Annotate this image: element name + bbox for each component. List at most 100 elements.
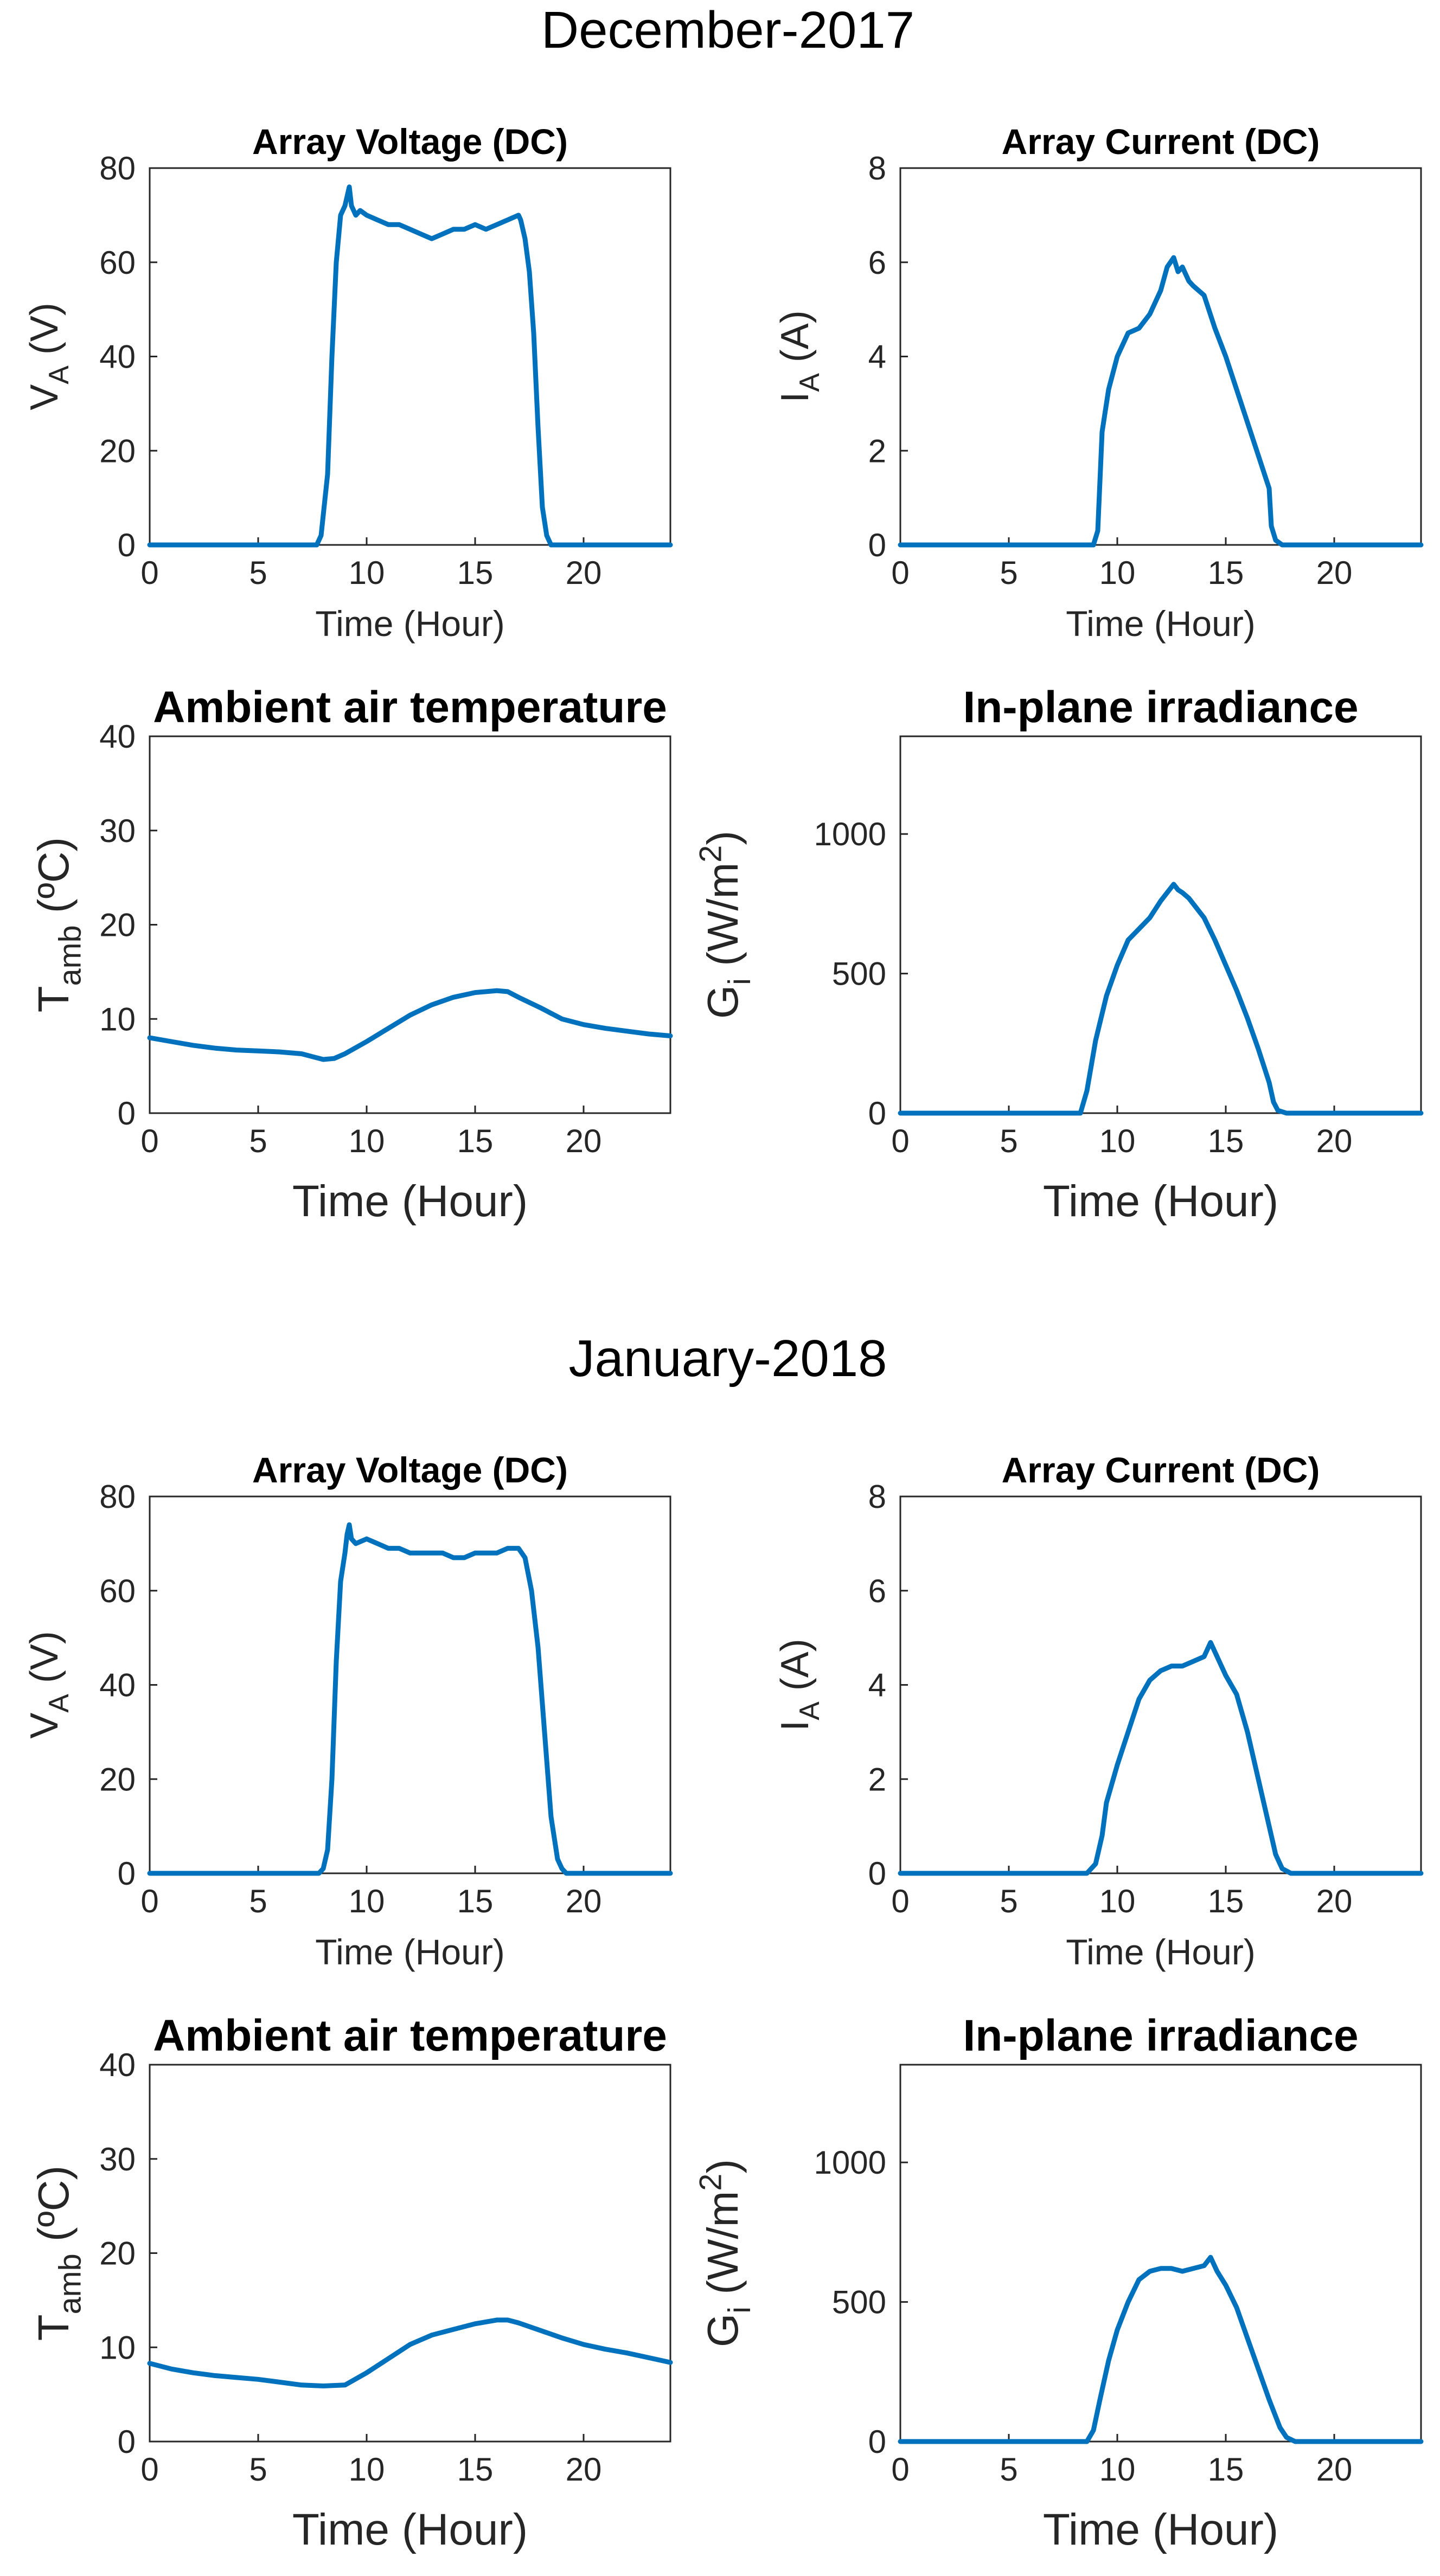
- x-tick-label: 0: [891, 1123, 909, 1159]
- x-tick-label: 15: [1208, 555, 1244, 591]
- x-tick-label: 20: [566, 555, 602, 591]
- series-line-voltage: [147, 1522, 673, 1876]
- x-tick-label: 10: [1099, 555, 1136, 591]
- y-label-superscript: 2: [694, 2174, 728, 2191]
- panel-title: Array Current (DC): [1002, 1450, 1320, 1490]
- y-tick-label: 10: [99, 2329, 136, 2366]
- x-axis-label: Time (Hour): [1066, 1932, 1256, 1972]
- x-tick-label: 10: [1099, 2451, 1136, 2488]
- y-tick-label: 60: [99, 245, 136, 281]
- x-tick-label: 10: [349, 1883, 385, 1919]
- y-label-unit: (W/m: [699, 2191, 747, 2307]
- x-axis-label: Time (Hour): [1043, 2505, 1278, 2554]
- x-tick-label: 0: [140, 555, 158, 591]
- x-tick-label: 15: [1208, 1123, 1244, 1159]
- x-tick-label: 5: [249, 1883, 267, 1919]
- y-tick-label: 20: [99, 2235, 136, 2272]
- y-label-symbol: T: [29, 2314, 78, 2341]
- panel-title: Array Voltage (DC): [252, 121, 568, 162]
- x-tick-label: 15: [457, 555, 494, 591]
- series-line-current: [898, 255, 1424, 548]
- y-label-subscript: amb: [53, 925, 87, 986]
- y-tick-label: 500: [832, 2284, 886, 2321]
- y-tick-label: 1000: [814, 816, 886, 852]
- x-tick-label: 10: [1099, 1883, 1136, 1919]
- y-tick-label: 0: [118, 1095, 136, 1132]
- plot-border: [149, 2064, 671, 2443]
- panel-dec-2017-voltage: 0 5 10 15 20 0 20 40 60 80 Array Voltage (DC) Time …: [23, 121, 673, 644]
- y-label-symbol: I: [773, 1720, 817, 1731]
- y-tick-label: 0: [118, 1855, 136, 1892]
- x-tick-label: 20: [566, 1883, 602, 1919]
- x-axis-label: Time (Hour): [292, 2505, 528, 2554]
- series-line-voltage: [147, 184, 673, 548]
- x-tick-label: 10: [1099, 1123, 1136, 1159]
- y-tick-label: 30: [99, 2141, 136, 2177]
- y-label-unit: (A): [773, 1639, 817, 1701]
- y-axis-label: VA (V): [23, 303, 74, 410]
- plot-border: [899, 2064, 1422, 2443]
- y-tick-label: 40: [99, 1667, 136, 1704]
- y-tick-label: 0: [868, 1855, 886, 1892]
- y-label-symbol: I: [773, 392, 817, 403]
- y-tick-label: 8: [868, 150, 886, 187]
- y-tick-label: 40: [99, 2047, 136, 2083]
- x-tick-label: 5: [249, 555, 267, 591]
- month-title-december-2017: December-2017: [541, 1, 914, 59]
- plot-border: [149, 167, 671, 546]
- x-tick-label: 5: [1000, 2451, 1017, 2488]
- y-tick-label: 0: [868, 1095, 886, 1132]
- x-tick-label: 0: [891, 555, 909, 591]
- x-tick-label: 10: [349, 2451, 385, 2488]
- y-label-symbol: G: [699, 985, 747, 1019]
- x-axis-label: Time (Hour): [315, 603, 505, 644]
- panel-title: In-plane irradiance: [963, 2011, 1358, 2060]
- x-tick-label: 10: [349, 1123, 385, 1159]
- y-label-unit: (V): [23, 303, 66, 365]
- series-line-temperature: [147, 2317, 673, 2388]
- series-line-irradiance: [898, 2254, 1424, 2444]
- plot-border: [899, 167, 1422, 546]
- y-label-tail: ): [699, 2159, 747, 2174]
- series-line-irradiance: [898, 882, 1424, 1116]
- x-tick-label: 0: [140, 1123, 158, 1159]
- y-axis-label: Tamb (ºC): [29, 837, 87, 1012]
- y-tick-label: 20: [99, 907, 136, 943]
- y-axis-label: Tamb (ºC): [29, 2166, 87, 2341]
- y-label-symbol: V: [23, 384, 66, 410]
- x-tick-label: 5: [1000, 1883, 1017, 1919]
- y-label-subscript: i: [722, 2307, 757, 2314]
- x-axis-label: Time (Hour): [292, 1177, 528, 1226]
- series-line-current: [898, 1640, 1424, 1876]
- y-label-symbol: T: [29, 986, 78, 1012]
- x-tick-label: 5: [249, 2451, 267, 2488]
- y-label-tail: ): [699, 831, 747, 845]
- y-tick-label: 0: [118, 527, 136, 563]
- x-tick-label: 20: [566, 1123, 602, 1159]
- plot-border: [149, 735, 671, 1114]
- y-tick-label: 2: [868, 433, 886, 469]
- panel-jan-2018-voltage: 0 5 10 15 20 0 20 40 60 80 Array Voltage (DC) Time …: [23, 1450, 673, 1972]
- x-tick-label: 15: [1208, 1883, 1244, 1919]
- y-tick-label: 1000: [814, 2144, 886, 2181]
- plot-border: [899, 735, 1422, 1114]
- y-tick-label: 6: [868, 245, 886, 281]
- panel-jan-2018-irradiance: 0 5 10 15 20 0 500 1000 In-plane irradiance Time …: [694, 2011, 1424, 2554]
- y-label-unit: (ºC): [29, 2166, 78, 2254]
- y-label-unit: (V): [23, 1631, 66, 1694]
- x-tick-label: 20: [1316, 1123, 1353, 1159]
- y-tick-label: 40: [99, 718, 136, 755]
- y-tick-label: 6: [868, 1573, 886, 1609]
- x-tick-label: 10: [349, 555, 385, 591]
- panel-jan-2018-current: 0 5 10 15 20 0 2 4 6 8 Array Current (DC) Time (Hou…: [773, 1450, 1424, 1972]
- y-tick-label: 4: [868, 339, 886, 375]
- y-label-unit: (A): [773, 310, 817, 373]
- panel-dec-2017-current: 0 5 10 15 20 0 2 4 6 8 Array Current (DC) Time (Hou…: [773, 121, 1424, 644]
- x-axis-label: Time (Hour): [315, 1932, 505, 1972]
- x-tick-label: 5: [1000, 1123, 1017, 1159]
- y-label-unit: (W/m: [699, 863, 747, 978]
- x-axis-label: Time (Hour): [1066, 603, 1256, 644]
- panel-title: In-plane irradiance: [963, 683, 1358, 732]
